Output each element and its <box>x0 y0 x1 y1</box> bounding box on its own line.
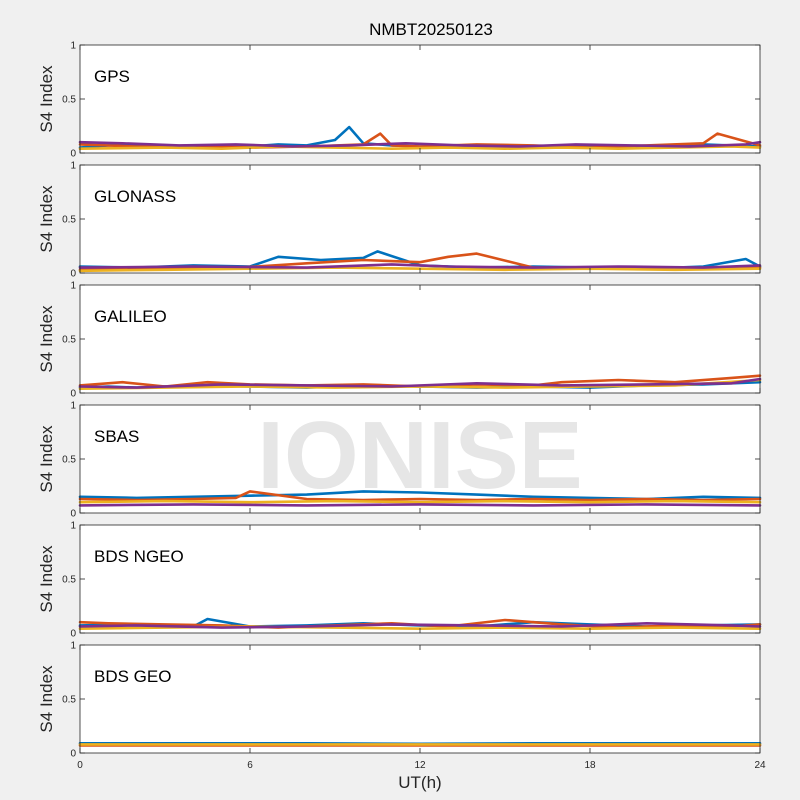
x-tick-label: 0 <box>77 760 83 771</box>
series-line <box>78 132 762 149</box>
panel-label: BDS NGEO <box>94 547 184 566</box>
panel-bds-ngeo: 0 0.5 1 S4 Index BDS NGEO <box>37 521 762 640</box>
x-tick-label: 12 <box>414 760 426 771</box>
y-tick-label: 1 <box>70 161 76 172</box>
y-tick-label: 0.5 <box>62 215 76 226</box>
series-line <box>78 140 762 148</box>
y-tick-label: 0.5 <box>62 695 76 706</box>
y-tick-label: 1 <box>70 281 76 292</box>
series-line <box>78 263 762 269</box>
y-axis-label: S4 Index <box>37 545 56 613</box>
y-axis-label: S4 Index <box>37 305 56 373</box>
y-tick-label: 0.5 <box>62 575 76 586</box>
panels: 0 0.5 1 S4 Index GPS 0 0.5 1 S4 Index GLONASS 0 0.5… <box>37 41 766 772</box>
panel-galileo: 0 0.5 1 S4 Index GALILEO <box>37 281 762 400</box>
panel-background <box>80 405 760 513</box>
series-line <box>78 503 762 507</box>
panel-sbas: 0 0.5 1 S4 Index SBAS <box>37 401 762 520</box>
series-line <box>78 490 762 502</box>
series-line <box>78 621 762 629</box>
series-line <box>78 377 762 389</box>
watermark-text: IONISE <box>257 402 582 509</box>
x-tick-label: 18 <box>584 760 596 771</box>
y-tick-label: 0.5 <box>62 335 76 346</box>
y-tick-label: 0.5 <box>62 95 76 106</box>
x-tick-label: 24 <box>754 760 766 771</box>
y-tick-label: 0.5 <box>62 455 76 466</box>
panel-background <box>80 645 760 753</box>
y-tick-label: 0 <box>70 629 76 640</box>
y-tick-label: 1 <box>70 521 76 532</box>
panel-background <box>80 165 760 273</box>
y-tick-label: 0 <box>70 269 76 280</box>
y-tick-label: 1 <box>70 401 76 412</box>
x-tick-label: 6 <box>247 760 253 771</box>
panel-background <box>80 45 760 153</box>
panel-bds-geo: 0 0.5 1 S4 Index BDS GEO 0 6 12 18 24 <box>37 641 766 772</box>
y-axis-label: S4 Index <box>37 185 56 253</box>
x-axis-label: UT(h) <box>398 773 441 792</box>
y-tick-label: 0 <box>70 149 76 160</box>
series-line <box>78 145 762 150</box>
panel-background <box>80 285 760 393</box>
figure-title: NMBT20250123 <box>369 20 493 39</box>
panel-label: SBAS <box>94 427 139 446</box>
panel-gps: 0 0.5 1 S4 Index GPS <box>37 41 762 160</box>
y-tick-label: 0 <box>70 749 76 760</box>
y-axis-label: S4 Index <box>37 65 56 133</box>
panel-label: GALILEO <box>94 307 167 326</box>
y-tick-label: 0 <box>70 509 76 520</box>
series-line <box>78 499 762 504</box>
panel-glonass: 0 0.5 1 S4 Index GLONASS <box>37 161 762 280</box>
y-tick-label: 1 <box>70 641 76 652</box>
panel-label: GPS <box>94 67 130 86</box>
y-tick-label: 1 <box>70 41 76 52</box>
panel-label: BDS GEO <box>94 667 171 686</box>
y-axis-label: S4 Index <box>37 665 56 733</box>
y-axis-label: S4 Index <box>37 425 56 493</box>
panel-background <box>80 525 760 633</box>
y-tick-label: 0 <box>70 389 76 400</box>
panel-label: GLONASS <box>94 187 176 206</box>
